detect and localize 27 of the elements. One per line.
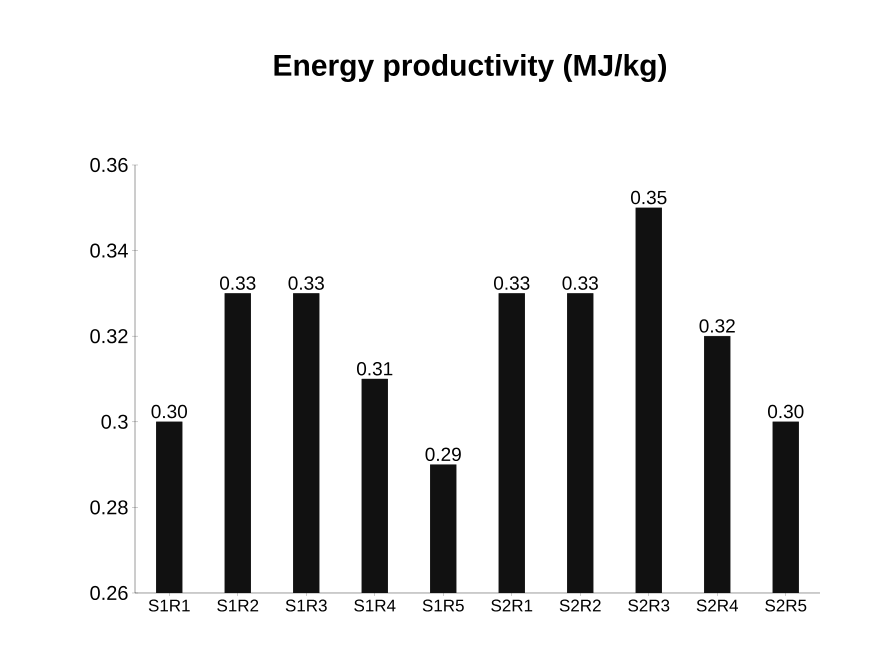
y-tick-label: 0.3 xyxy=(101,414,128,429)
y-tick-label: 0.26 xyxy=(90,586,128,600)
x-tick-label: S2R3 xyxy=(628,600,670,612)
x-tick-label: S1R4 xyxy=(354,600,396,612)
data-label: 0.33 xyxy=(494,276,530,290)
y-tick-label: 0.28 xyxy=(90,500,128,514)
x-tick-label: S2R5 xyxy=(765,600,806,612)
y-tick-label: 0.36 xyxy=(90,158,128,172)
data-label: 0.30 xyxy=(768,404,804,418)
data-label: 0.31 xyxy=(357,362,392,376)
data-label: 0.32 xyxy=(699,319,735,333)
data-label: 0.33 xyxy=(562,276,598,290)
data-label: 0.35 xyxy=(630,190,666,204)
data-label: 0.30 xyxy=(152,404,187,418)
x-tick-label: S2R2 xyxy=(560,600,601,612)
y-tick-label: 0.34 xyxy=(90,244,128,258)
x-tick-label: S1R3 xyxy=(286,600,327,612)
x-tick-label: S2R1 xyxy=(491,600,532,612)
x-tick-label: S1R1 xyxy=(148,600,190,612)
data-label: 0.29 xyxy=(426,448,461,462)
x-tick-label: S1R5 xyxy=(422,600,464,612)
x-tick-label: S1R2 xyxy=(217,600,258,612)
data-label: 0.33 xyxy=(288,276,324,290)
y-tick-label: 0.32 xyxy=(90,329,128,344)
data-label: 0.33 xyxy=(220,276,256,290)
chart-title: Energy productivity (MJ/kg) xyxy=(274,54,666,82)
x-tick-label: S2R4 xyxy=(696,600,738,612)
